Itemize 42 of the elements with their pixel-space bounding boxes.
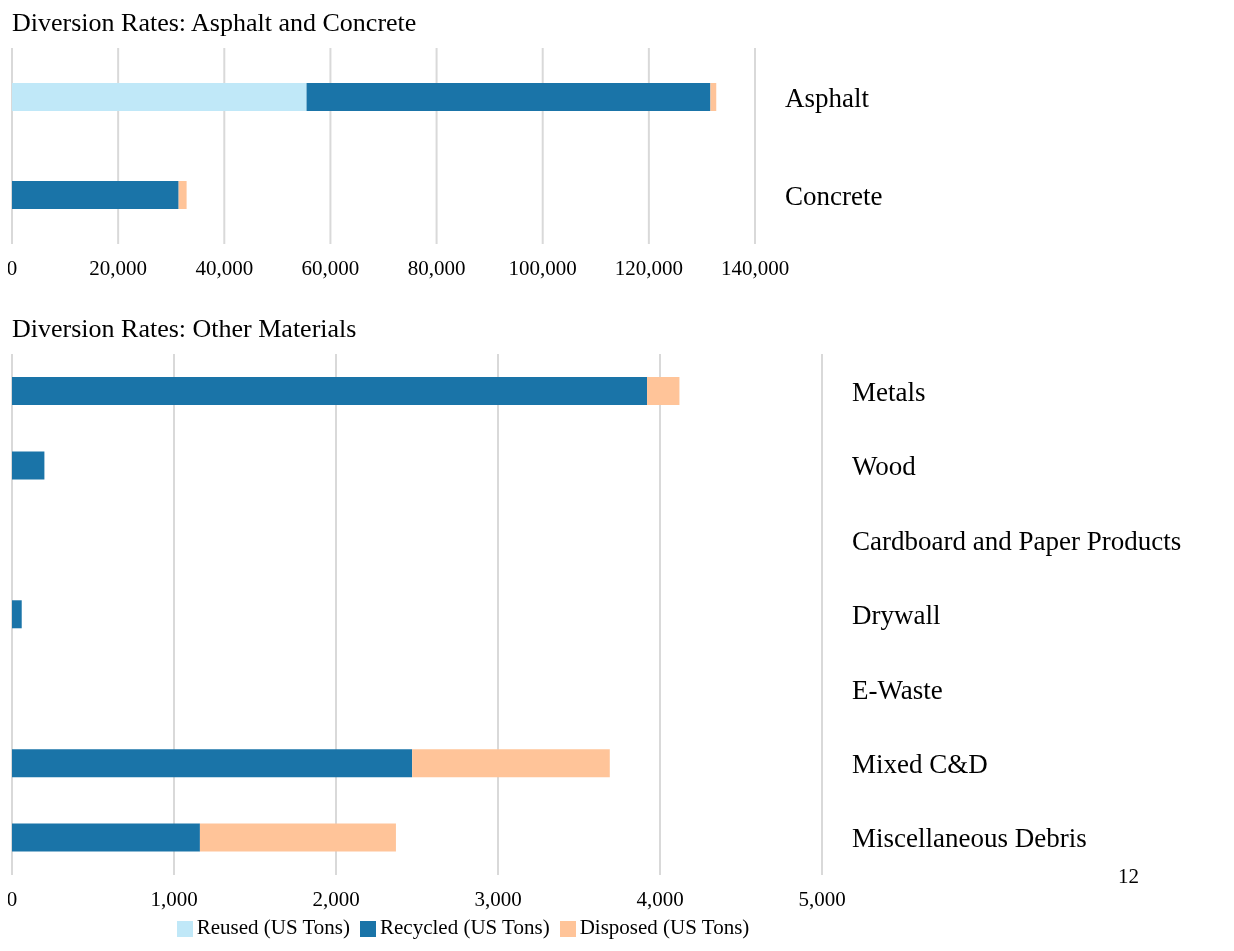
y-tick-label: Drywall	[852, 600, 941, 631]
chart-title: Diversion Rates: Other Materials	[12, 314, 358, 345]
bar	[412, 749, 610, 778]
legend-label: Recycled (US Tons)	[380, 915, 550, 939]
x-tick-label: 120,000	[614, 255, 683, 280]
x-tick-label: 100,000	[508, 255, 577, 280]
bar	[12, 749, 413, 778]
y-tick-label: Cardboard and Paper Products	[852, 525, 1182, 556]
x-tick-label: 20,000	[89, 255, 148, 280]
x-tick-label: 1,000	[150, 886, 198, 911]
x-tick-label: 0	[6, 255, 18, 280]
y-tick-label: Miscellaneous Debris	[852, 823, 1087, 854]
legend-label: Disposed (US Tons)	[579, 915, 750, 939]
bar	[12, 823, 200, 852]
bar	[12, 181, 179, 209]
x-tick-label: 60,000	[301, 255, 360, 280]
y-tick-label: Asphalt	[785, 82, 870, 113]
x-tick-label: 80,000	[407, 255, 466, 280]
bar	[199, 823, 396, 852]
bar	[12, 451, 45, 480]
bar	[12, 377, 648, 405]
bar	[306, 83, 711, 111]
legend-label: Reused (US Tons)	[196, 915, 351, 939]
bar	[647, 377, 680, 405]
x-tick-label: 5,000	[798, 886, 846, 911]
y-tick-label: Metals	[852, 376, 926, 407]
x-tick-label: 2,000	[312, 886, 360, 911]
y-tick-label: Mixed C&D	[852, 748, 988, 779]
y-tick-label: Concrete	[785, 180, 883, 211]
chart-title: Diversion Rates: Asphalt and Concrete	[12, 8, 418, 39]
x-tick-label: 0	[6, 886, 18, 911]
bar	[710, 83, 717, 111]
x-tick-label: 40,000	[195, 255, 254, 280]
x-tick-label: 4,000	[636, 886, 684, 911]
text: 12	[1118, 864, 1139, 889]
bar	[12, 83, 307, 111]
x-tick-label: 3,000	[474, 886, 522, 911]
x-tick-label: 140,000	[720, 255, 790, 280]
y-tick-label: Wood	[852, 451, 917, 482]
bar	[12, 600, 22, 629]
bar	[178, 181, 187, 209]
y-tick-label: E-Waste	[852, 674, 943, 705]
